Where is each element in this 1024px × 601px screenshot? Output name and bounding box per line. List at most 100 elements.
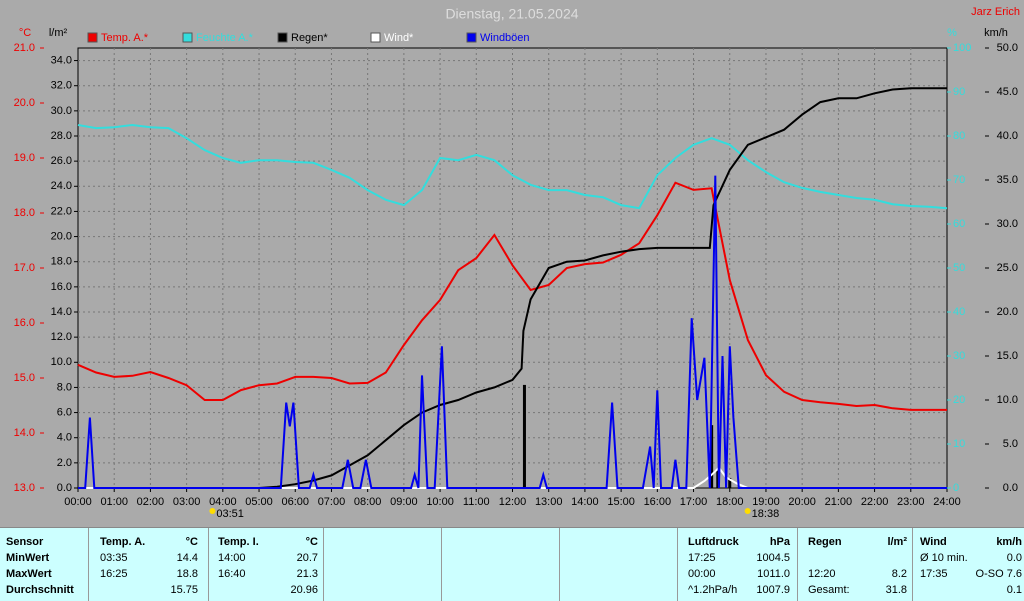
column-separator	[208, 528, 209, 601]
y-tick-label: 100	[953, 42, 971, 54]
column-separator	[559, 528, 560, 601]
table-header: Temp. A.	[100, 536, 146, 548]
table-cell: 00:00	[688, 568, 716, 580]
legend-label: Feuchte A.*	[196, 32, 254, 44]
table-cell: 1007.9	[756, 584, 790, 596]
column-separator	[441, 528, 442, 601]
stats-table: Sensor Temp. A. °C Temp. I. °C Luftdruck hPa Re…	[0, 527, 1024, 601]
y-tick-label: 24.0	[51, 180, 72, 192]
x-tick-label: 20:00	[788, 496, 816, 508]
y-tick-label: 35.0	[997, 174, 1018, 186]
x-tick-label: 00:00	[64, 496, 92, 508]
sun-marker	[744, 508, 751, 514]
x-tick-label: 09:00	[390, 496, 418, 508]
table-header: Wind	[920, 536, 947, 548]
x-tick-label: 05:00	[245, 496, 273, 508]
x-tick-label: 04:00	[209, 496, 237, 508]
rain-bar	[522, 384, 526, 488]
table-cell: 20.7	[296, 552, 318, 564]
y-tick-label: 30.0	[51, 105, 72, 117]
x-tick-label: 23:00	[897, 496, 925, 508]
y-tick-label: 20	[953, 394, 965, 406]
y-tick-label: 0	[953, 482, 959, 494]
table-cell: 1004.5	[756, 552, 790, 564]
table-cell: 15.75	[170, 584, 198, 596]
legend-swatch	[87, 32, 98, 43]
x-tick-label: 18:00	[716, 496, 744, 508]
rain-bar	[710, 425, 714, 488]
y-tick-label: 18.0	[14, 207, 35, 219]
chart: Dienstag, 21.05.2024 Jarz Erich 00:00 01:…	[14, 6, 1020, 520]
y-tick-label: 12.0	[51, 331, 72, 343]
chart-title: Dienstag, 21.05.2024	[445, 6, 578, 22]
legend-swatch	[370, 32, 381, 43]
table-header: Regen	[808, 536, 842, 548]
y-tick-label: 14.0	[14, 427, 35, 439]
y-tick-label: 30.0	[997, 218, 1018, 230]
y-tick-label: 10	[953, 438, 965, 450]
y-tick-label: 19.0	[14, 152, 35, 164]
y-tick-label: 90	[953, 86, 965, 98]
sun-label: 03:51	[216, 508, 244, 520]
x-tick-label: 07:00	[318, 496, 346, 508]
y-tick-label: 26.0	[51, 155, 72, 167]
y-tick-label: 17.0	[14, 262, 35, 274]
y-tick-label: 40	[953, 306, 965, 318]
column-separator	[912, 528, 913, 601]
table-cell: 18.8	[176, 568, 198, 580]
series-line	[77, 181, 947, 411]
y-tick-label: 5.0	[1003, 438, 1018, 450]
y-tick-label: 0.0	[57, 482, 72, 494]
table-cell: 8.2	[891, 568, 907, 580]
x-tick-label: 19:00	[752, 496, 780, 508]
sun-label: 18:38	[752, 508, 780, 520]
x-tick-label: 10:00	[426, 496, 454, 508]
y-tick-label: 14.0	[51, 306, 72, 318]
column-separator	[677, 528, 678, 601]
y-tick-label: 13.0	[14, 482, 35, 494]
x-tick-label: 02:00	[137, 496, 165, 508]
y-tick-label: 80	[953, 130, 965, 142]
y-tick-label: 45.0	[997, 86, 1018, 98]
legend-swatch	[466, 32, 477, 43]
table-header: Durchschnitt	[6, 584, 74, 596]
legend-label: Wind*	[384, 32, 414, 44]
y-tick-label: 30	[953, 350, 965, 362]
table-cell: 14.4	[176, 552, 198, 564]
table-cell: 12:20	[808, 568, 836, 580]
column-separator	[323, 528, 324, 601]
series-line	[78, 175, 947, 489]
y-tick-label: 16.0	[14, 317, 35, 329]
y-tick-label: 34.0	[51, 54, 72, 66]
rain-bar	[728, 477, 732, 488]
y-tick-label: 70	[953, 174, 965, 186]
y-tick-label: 18.0	[51, 256, 72, 268]
column-separator	[797, 528, 798, 601]
table-cell: 0.0	[1006, 552, 1022, 564]
table-cell: 17:35	[920, 568, 948, 580]
x-tick-label: 22:00	[861, 496, 889, 508]
y-tick-label: 20.0	[51, 230, 72, 242]
table-cell: Ø 10 min.	[920, 552, 968, 564]
axis-unit: l/m²	[49, 27, 68, 39]
table-cell: Gesamt:	[808, 584, 850, 596]
table-cell: 21.3	[296, 568, 318, 580]
table-cell: 16:40	[218, 568, 246, 580]
column-separator	[88, 528, 89, 601]
table-cell: 1011.0	[757, 568, 790, 580]
table-header: hPa	[769, 536, 790, 548]
table-header: MinWert	[6, 552, 50, 564]
table-cell: 16:25	[100, 568, 128, 580]
legend-label: Temp. A.*	[101, 32, 149, 44]
legend-swatch	[277, 32, 288, 43]
series-line	[78, 87, 947, 489]
x-tick-label: 08:00	[354, 496, 382, 508]
table-header: km/h	[996, 536, 1022, 548]
y-tick-label: 8.0	[57, 381, 72, 393]
table-cell: 20.96	[290, 584, 318, 596]
x-tick-label: 01:00	[100, 496, 128, 508]
table-cell: O-SO 7.6	[975, 568, 1022, 580]
y-tick-label: 32.0	[51, 80, 72, 92]
table-header: l/m²	[887, 536, 907, 548]
